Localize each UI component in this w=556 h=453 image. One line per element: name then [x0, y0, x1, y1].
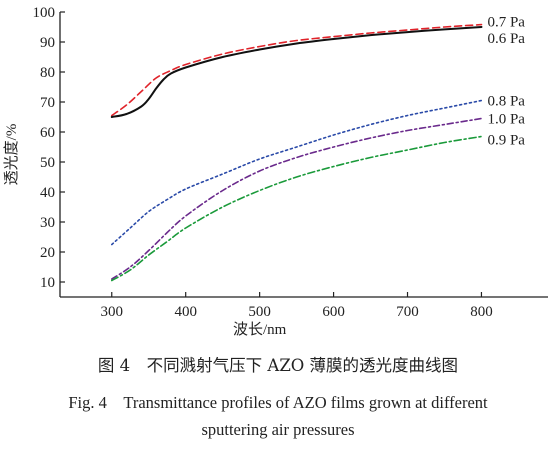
transmittance-chart: 10 20 30 40 50 60 70 80 90 100 300 400 500 600 700 800 0…: [3, 5, 548, 338]
x-tick-label-600: 600: [322, 304, 345, 320]
series-label-0-9-pa: 0.9 Pa: [487, 133, 525, 149]
y-tick-label-20: 20: [40, 245, 55, 261]
y-tick-label-70: 70: [40, 95, 55, 111]
x-tick-label-700: 700: [396, 304, 419, 320]
series-label-0-6-pa: 0.6 Pa: [487, 31, 525, 47]
series-line-0-8-pa: [111, 99, 483, 246]
figure-caption-english-line-1: Fig. 4 Transmittance profiles of AZO fil…: [68, 393, 488, 412]
y-tick-label-10: 10: [40, 275, 55, 291]
series-line-0-9-pa: [111, 135, 483, 282]
y-tick-label-80: 80: [40, 65, 55, 81]
series-line-0-7-pa: [111, 23, 483, 117]
series-label-0-8-pa: 0.8 Pa: [487, 94, 525, 110]
figure-caption-chinese: 图 4 不同溅射气压下 AZO 薄膜的透光度曲线图: [97, 356, 459, 375]
y-tick-label-40: 40: [40, 185, 55, 201]
x-tick-label-800: 800: [470, 304, 493, 320]
x-tick-label-300: 300: [101, 304, 124, 320]
x-tick-label-400: 400: [174, 304, 197, 320]
series-label-0-7-pa: 0.7 Pa: [487, 15, 525, 31]
x-axis-title: 波长/nm: [233, 321, 287, 338]
y-tick-label-100: 100: [33, 5, 56, 21]
y-tick-label-90: 90: [40, 35, 55, 51]
series-line-1-0-pa: [111, 117, 483, 280]
y-tick-label-60: 60: [40, 125, 55, 141]
y-axis-title: 透光度/%: [3, 124, 20, 186]
plot-area: 10 20 30 40 50 60 70 80 90 100 300 400 500 600 700 800 0…: [33, 5, 548, 320]
figure-caption-english-line-2: sputtering air pressures: [201, 420, 355, 439]
series-label-1-0-pa: 1.0 Pa: [487, 112, 525, 128]
y-tick-label-50: 50: [40, 155, 55, 171]
y-tick-label-30: 30: [40, 215, 55, 231]
series-line-0-6-pa: [110, 26, 483, 118]
x-tick-label-500: 500: [248, 304, 271, 320]
